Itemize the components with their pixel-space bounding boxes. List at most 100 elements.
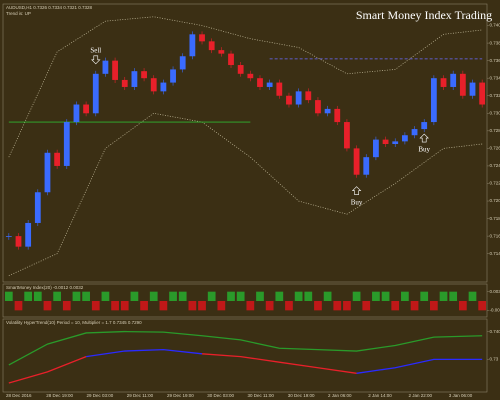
candle [411, 129, 418, 136]
panel-sublabel: Trend is: UP [6, 11, 31, 16]
x-tick-label: 2 Jan 06:00 [328, 393, 352, 398]
x-tick-label: 30 Dec 19:00 [288, 393, 315, 398]
histogram-bar [24, 291, 33, 301]
histogram-bar [72, 291, 81, 301]
panel-label: SmartMoney Index(20) -0.0012 0.0032 [6, 285, 84, 290]
candle [286, 95, 292, 105]
candle [450, 73, 457, 87]
candle [218, 50, 225, 54]
histogram-bar [207, 291, 216, 301]
histogram-bar [285, 301, 293, 311]
y-tick-label: 0.734 [490, 75, 500, 80]
band-line [8, 112, 483, 276]
candle [34, 192, 41, 223]
y-tick-label: 0.7300 [490, 110, 500, 115]
y-tick-label: 0.722 [490, 181, 500, 186]
histogram-bar [217, 301, 226, 311]
candle [353, 148, 360, 175]
candle [199, 34, 205, 42]
histogram-bar [352, 291, 361, 301]
x-tick-label: 29 Dec 11:00 [127, 393, 154, 398]
histogram-bar [169, 291, 177, 301]
candle [479, 82, 486, 105]
y-tick-label: 0.738 [490, 40, 500, 45]
candle [54, 152, 61, 166]
candle [373, 139, 379, 158]
histogram-bar [236, 291, 245, 301]
candle [469, 82, 476, 96]
band-line [8, 16, 483, 158]
histogram-bar [120, 301, 129, 311]
candle [5, 236, 12, 237]
histogram-bar [227, 291, 235, 301]
candle [83, 104, 90, 114]
histogram-bar [140, 301, 148, 311]
signal-arrow [419, 133, 429, 143]
candle [276, 82, 283, 96]
x-tick-label: 2 Jan 14:00 [368, 393, 392, 398]
candle [459, 73, 466, 96]
x-tick-label: 30 Dec 03:00 [207, 393, 234, 398]
signal-label: Buy [351, 198, 363, 206]
histogram-bar [4, 291, 13, 301]
signal-label: Buy [418, 146, 430, 154]
y-tick-label: 0.7400 [490, 329, 500, 334]
histogram-bar [265, 301, 274, 311]
histogram-bar [449, 291, 458, 301]
candle [131, 71, 138, 87]
candle [102, 60, 109, 74]
x-tick-label: 3 Jan 06:00 [449, 393, 473, 398]
histogram-bar [372, 291, 380, 301]
candle [421, 122, 428, 130]
candle [237, 65, 244, 74]
candle [315, 100, 321, 114]
candle [324, 108, 331, 114]
histogram-bar [33, 291, 42, 301]
histogram-bar [401, 291, 409, 301]
candle [141, 71, 147, 79]
histogram-bar [14, 301, 23, 311]
histogram-bar [458, 301, 467, 311]
histogram-bar [178, 291, 187, 301]
candle [401, 135, 408, 142]
signal-label: Sell [90, 46, 101, 54]
y-tick-label: 0.726 [490, 146, 500, 151]
candle [121, 79, 128, 87]
candle [392, 141, 399, 144]
candle [44, 152, 51, 193]
histogram-bar [343, 301, 351, 311]
chart-title: Smart Money Index Trading [356, 8, 492, 22]
candle [440, 78, 447, 87]
y-tick-label: 0.7200 [490, 198, 500, 203]
vht-panel [2, 318, 488, 393]
histogram-bar [323, 291, 332, 301]
histogram-bar [410, 301, 419, 311]
histogram-bar [111, 301, 119, 311]
signal-arrow [91, 55, 101, 65]
y-tick-label: 0.714 [490, 251, 500, 256]
histogram-bar [43, 301, 52, 311]
y-tick-label: 0.7400 [490, 23, 500, 28]
indicator-line [86, 349, 483, 374]
candle [305, 91, 312, 101]
histogram-bar [256, 291, 264, 301]
histogram-bar [130, 291, 139, 301]
candle [15, 236, 22, 247]
histogram-bar [82, 291, 90, 301]
panel-label: Volatility HyperTrend(10) Period = 10, M… [6, 320, 142, 325]
candle [228, 53, 234, 66]
histogram-bar [478, 301, 487, 311]
panel-label: AUDUSD,H1 0.7326 0.7334 0.7321 0.7328 [6, 5, 93, 10]
histogram-bar [91, 301, 100, 311]
histogram-bar [198, 301, 206, 311]
candle [266, 82, 273, 87]
candle [334, 108, 341, 123]
candle [63, 122, 70, 166]
y-tick-label: 0.728 [490, 128, 500, 133]
candle [382, 139, 389, 144]
y-tick-label: 0.736 [490, 58, 500, 63]
